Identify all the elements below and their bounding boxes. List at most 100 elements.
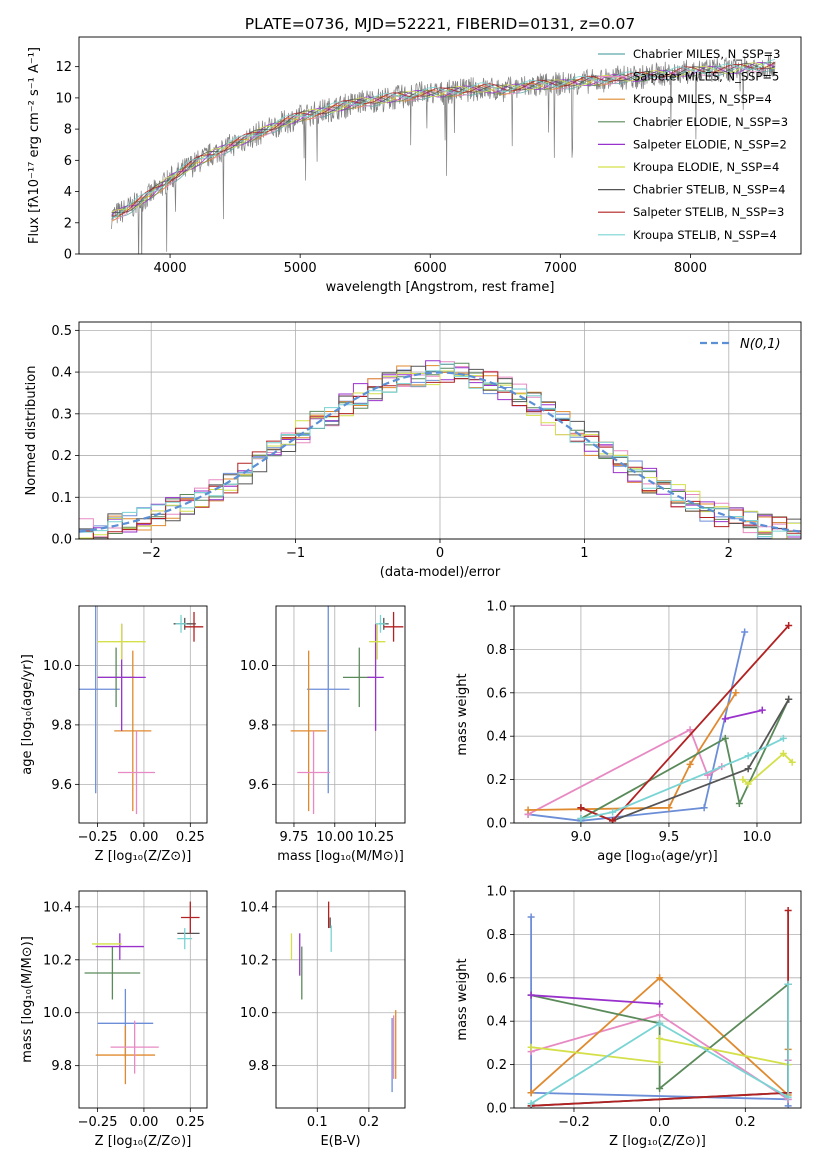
weight-marker	[784, 907, 792, 915]
errorbar-point	[297, 730, 330, 815]
residual-histogram	[79, 371, 801, 539]
y-tick-label: 0.4	[486, 730, 507, 745]
errorbar-point	[95, 1025, 156, 1085]
spectrum-axes: 4000 5000 6000 7000 8000 0 2 4 6 8 10 12	[55, 60, 707, 276]
weight-marker	[656, 1011, 664, 1019]
weight-series-line	[725, 709, 763, 720]
plot-frame	[275, 605, 406, 824]
weight-marker	[744, 765, 752, 773]
y-tick-label: 4	[64, 185, 72, 200]
legend-label: Salpeter ELODIE, N_SSP=2	[633, 137, 787, 151]
y-tick-label: 10.2	[240, 953, 269, 968]
weight-series-line	[527, 631, 746, 822]
y-axis-label: mass weight	[455, 958, 470, 1040]
errorbar-point	[383, 611, 404, 642]
y-axis-label: Normed distribution	[24, 366, 39, 496]
errorbar-point	[84, 946, 141, 1000]
x-tick-label: −2	[142, 546, 161, 561]
plot-frame	[275, 890, 406, 1109]
x-tick-label: 10.00	[316, 830, 353, 845]
weight-marker	[721, 734, 729, 742]
x-tick-label: 4000	[154, 261, 187, 276]
weight-marker	[527, 1100, 535, 1108]
age_weight-plot-area	[524, 622, 796, 823]
x-tick-label: 0.2	[359, 1115, 380, 1130]
model-fit-line	[111, 58, 776, 219]
weight-marker	[527, 1043, 535, 1051]
errorbar-point	[290, 650, 327, 812]
weight-marker	[700, 804, 708, 812]
spectrum-plot-area	[111, 52, 776, 254]
legend-label: Chabrier MILES, N_SSP=3	[633, 47, 780, 61]
z_age-plot-area	[79, 606, 204, 815]
weight-marker	[784, 1093, 792, 1101]
errorbar-point	[97, 623, 146, 660]
mass_age-plot-area	[290, 606, 404, 815]
weight-marker	[656, 1084, 664, 1092]
weight-series-line	[531, 994, 660, 1005]
y-tick-label: 10.0	[240, 1006, 269, 1021]
x-tick-label: 1	[580, 546, 588, 561]
x-axis-label: E(B-V)	[320, 1134, 360, 1149]
y-tick-label: 10.0	[43, 659, 72, 674]
plot-frame	[513, 890, 802, 1109]
weight-marker	[656, 1035, 664, 1043]
y-tick-label: 10.4	[240, 900, 269, 915]
weight-marker	[744, 780, 752, 788]
weight-marker	[779, 750, 787, 758]
legend-label: N(0,1)	[740, 337, 781, 352]
model-fit-line	[111, 61, 776, 217]
legend-label: Salpeter STELIB, N_SSP=3	[633, 205, 784, 219]
y-tick-label: 9.8	[51, 718, 72, 733]
errorbar-point	[95, 933, 144, 960]
weight-series-line	[742, 752, 793, 786]
errorbar-point	[375, 614, 386, 633]
z_mass-axes: −0.25 0.00 0.25 9.8 10.0 10.2 10.4	[43, 891, 207, 1130]
z_age-axes: −0.25 0.00 0.25 9.6 9.8 10.0	[43, 606, 207, 845]
errorbar-point	[175, 614, 187, 633]
weight-marker	[785, 622, 793, 630]
z_weight-plot-area	[527, 907, 792, 1108]
y-tick-label: 0.6	[486, 971, 507, 986]
weight-marker	[739, 776, 747, 784]
weight-marker	[744, 752, 752, 760]
weight-marker	[527, 991, 535, 999]
x-tick-label: 9.5	[659, 830, 680, 845]
errorbar-point	[110, 1020, 159, 1074]
y-tick-label: 2	[64, 216, 72, 231]
x-tick-label: 0.1	[307, 1115, 328, 1130]
y-axis-label: mass weight	[455, 673, 470, 755]
normal-distribution-curve	[79, 371, 801, 533]
y-tick-label: 9.8	[248, 1059, 269, 1074]
y-tick-label: 0.6	[486, 686, 507, 701]
x-axis-label: wavelength [Angstrom, rest frame]	[326, 280, 555, 295]
y-tick-label: 0.8	[486, 928, 507, 943]
x-tick-label: −0.2	[558, 1115, 590, 1130]
x-axis-label: (data-model)/error	[380, 565, 501, 580]
weight-marker	[656, 1019, 664, 1027]
x-tick-label: 0.00	[129, 830, 158, 845]
plot-frame	[78, 605, 208, 824]
errorbar-point	[184, 611, 204, 642]
x-axis-label: Z [log₁₀(Z/Z⊙)]	[95, 1134, 192, 1149]
weight-marker	[577, 815, 585, 823]
ebv_mass-plot-area	[290, 901, 397, 1093]
y-tick-label: 10.0	[43, 1006, 72, 1021]
weight-marker	[609, 808, 617, 816]
weight-marker	[735, 799, 743, 807]
plot-frame	[78, 890, 208, 1109]
weight-marker	[686, 760, 694, 768]
errorbar-point	[117, 730, 156, 815]
plot-frame	[78, 321, 802, 540]
y-tick-label: 0.2	[51, 449, 72, 464]
y-axis-label: Flux [fλ10⁻¹⁷ erg cm⁻² s⁻¹ A⁻¹]	[27, 47, 42, 244]
x-tick-label: 0	[436, 546, 444, 561]
residual-histogram	[79, 370, 801, 539]
weight-marker	[779, 734, 787, 742]
weight-marker	[527, 913, 535, 921]
z_mass-plot-area	[84, 901, 200, 1085]
y-tick-label: 6	[64, 154, 72, 169]
y-tick-label: 0.2	[486, 1058, 507, 1073]
spectrum-legend: Chabrier MILES, N_SSP=3 Salpeter MILES, N…	[598, 47, 788, 242]
x-tick-label: 0.0	[649, 1115, 670, 1130]
